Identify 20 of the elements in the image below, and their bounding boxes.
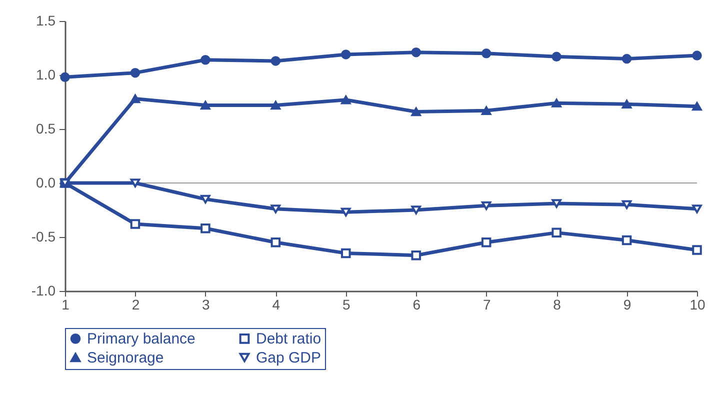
y-tick-label: 0.5	[36, 120, 56, 136]
x-tick-label: 1	[62, 296, 70, 312]
x-tick-label: 8	[553, 296, 562, 312]
x-tick-label: 3	[202, 296, 210, 312]
y-tick-label: 1.0	[36, 66, 56, 82]
x-tick-label: 5	[342, 296, 350, 312]
legend-label: Debt ratio	[256, 330, 322, 348]
legend-label: Gap GDP	[256, 350, 322, 366]
y-tick-label: 0.0	[36, 174, 56, 190]
y-tick-label: 1.5	[36, 12, 56, 28]
y-tick-label: -1.0	[31, 282, 56, 298]
x-tick-label: 9	[623, 296, 632, 312]
x-tick-label: 6	[412, 296, 421, 312]
x-tick-label: 2	[132, 296, 140, 312]
x-tick-label: 4	[272, 296, 280, 312]
legend-label: Seignorage	[87, 350, 164, 366]
x-tick-label: 7	[482, 296, 491, 312]
x-tick-label: 10	[690, 296, 706, 312]
y-tick-label: -0.5	[31, 228, 56, 244]
legend-label: Primary balance	[87, 330, 196, 348]
